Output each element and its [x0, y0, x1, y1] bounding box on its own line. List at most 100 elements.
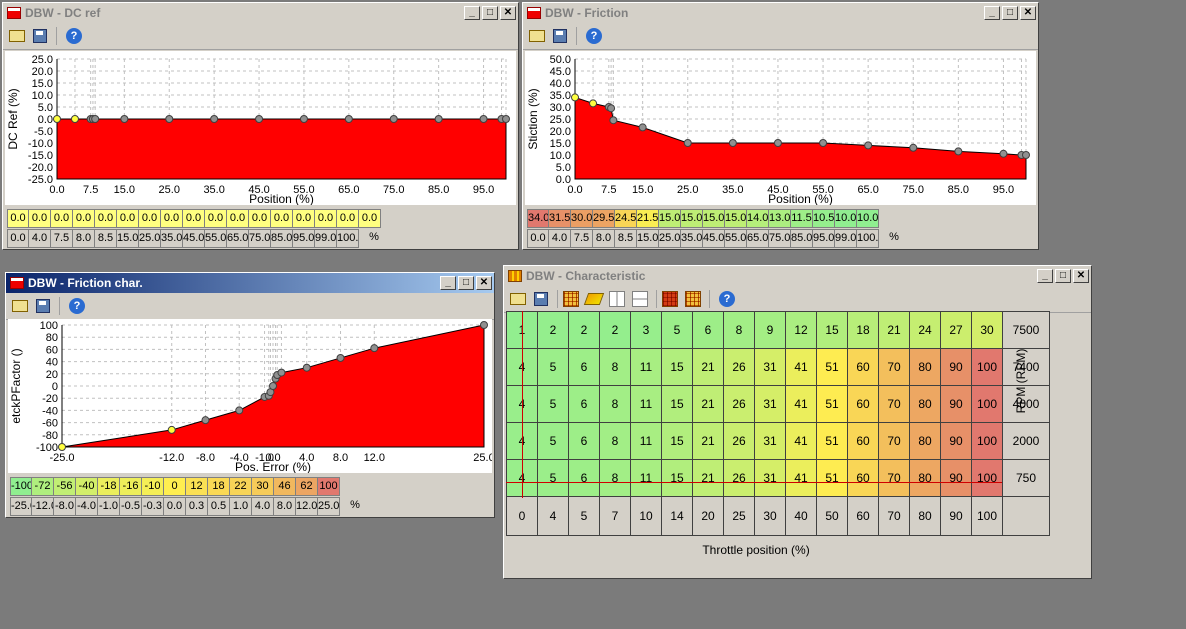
table-cell[interactable]: 80	[909, 459, 941, 497]
table-cell[interactable]: 5	[537, 385, 569, 423]
axis-cell[interactable]: 55.0	[725, 229, 747, 248]
window-friction[interactable]: DBW - Friction _ □ ✕ ? 50.0 45.0 40.0 35.0 3…	[522, 2, 1039, 250]
minimize-button[interactable]: _	[984, 6, 1000, 20]
minimize-button[interactable]: _	[440, 276, 456, 290]
table-cell[interactable]: 90	[940, 459, 972, 497]
help-icon[interactable]: ?	[586, 28, 602, 44]
table-cell[interactable]: 51	[816, 348, 848, 386]
axis-cell[interactable]: 15.0	[637, 229, 659, 248]
value-cell[interactable]: 0.0	[29, 209, 51, 228]
axis-cell[interactable]: -25.0	[10, 497, 32, 516]
table-cell[interactable]: 60	[847, 348, 879, 386]
folder-open-icon[interactable]	[527, 26, 547, 46]
close-button[interactable]: ✕	[1073, 269, 1089, 283]
save-icon[interactable]	[33, 296, 53, 316]
table-cell[interactable]: 11	[630, 385, 662, 423]
axis-cell[interactable]: 55.0	[205, 229, 227, 248]
characteristic-table[interactable]: 1222356891215182124273075004568111521263…	[506, 311, 1071, 536]
rpm-axis-cell[interactable]: 7500	[1002, 311, 1050, 349]
value-cell[interactable]: -100	[10, 477, 32, 496]
value-cell[interactable]: 34.0	[527, 209, 549, 228]
axis-cell[interactable]: 35.0	[161, 229, 183, 248]
table-cell[interactable]: 41	[785, 385, 817, 423]
value-cell[interactable]: 15.0	[659, 209, 681, 228]
rpm-axis-cell[interactable]: 7400	[1002, 348, 1050, 386]
throttle-axis-cell[interactable]: 40	[785, 496, 817, 536]
grid-colored-icon[interactable]	[660, 289, 680, 309]
table-cell[interactable]: 15	[661, 422, 693, 460]
table-cell[interactable]: 6	[568, 422, 600, 460]
rpm-axis-cell[interactable]: 2000	[1002, 422, 1050, 460]
value-cell[interactable]: 10.5	[813, 209, 835, 228]
table-cell[interactable]: 8	[599, 348, 631, 386]
axis-cell[interactable]: -12.0	[32, 497, 54, 516]
value-cell[interactable]: 30.0	[571, 209, 593, 228]
folder-open-icon[interactable]	[10, 296, 30, 316]
table-cell[interactable]: 90	[940, 385, 972, 423]
value-cell[interactable]: 0.0	[271, 209, 293, 228]
axis-cell[interactable]: 7.5	[51, 229, 73, 248]
table-cell[interactable]: 6	[568, 348, 600, 386]
axis-cell[interactable]: 15.0	[117, 229, 139, 248]
minimize-button[interactable]: _	[1037, 269, 1053, 283]
axis-cell[interactable]: 25.0	[318, 497, 340, 516]
title-bar[interactable]: DBW - DC ref _ □ ✕	[3, 3, 518, 23]
table-cell[interactable]: 60	[847, 385, 879, 423]
axis-cell[interactable]: 0.0	[527, 229, 549, 248]
throttle-axis-cell[interactable]: 25	[723, 496, 755, 536]
table-cell[interactable]: 21	[878, 311, 910, 349]
value-cell[interactable]: 12	[186, 477, 208, 496]
axis-cell[interactable]: 1.0	[230, 497, 252, 516]
value-cell[interactable]: 10.0	[835, 209, 857, 228]
value-cell[interactable]: -56	[54, 477, 76, 496]
table-cell[interactable]: 3	[630, 311, 662, 349]
table-cell[interactable]: 30	[971, 311, 1003, 349]
axis-cell[interactable]: 8.5	[615, 229, 637, 248]
table-cell[interactable]: 31	[754, 348, 786, 386]
value-cell[interactable]: 0.0	[73, 209, 95, 228]
value-cell[interactable]: 0.0	[205, 209, 227, 228]
table-cell[interactable]: 26	[723, 459, 755, 497]
axis-cell[interactable]: 65.0	[227, 229, 249, 248]
grid-alt-icon[interactable]	[683, 289, 703, 309]
axis-cell[interactable]: 4.0	[549, 229, 571, 248]
table-cell[interactable]: 70	[878, 348, 910, 386]
split-vertical-icon[interactable]	[607, 289, 627, 309]
throttle-axis-cell[interactable]: 10	[630, 496, 662, 536]
table-cell[interactable]: 100	[971, 385, 1003, 423]
table-cell[interactable]: 41	[785, 459, 817, 497]
table-cell[interactable]: 51	[816, 385, 848, 423]
save-icon[interactable]	[550, 26, 570, 46]
table-cell[interactable]: 70	[878, 422, 910, 460]
table-cell[interactable]: 26	[723, 385, 755, 423]
table-cell[interactable]: 100	[971, 459, 1003, 497]
axis-cell[interactable]: 7.5	[571, 229, 593, 248]
value-cell[interactable]: 0.0	[95, 209, 117, 228]
axis-cell[interactable]: 4.0	[29, 229, 51, 248]
axis-cell[interactable]: 45.0	[703, 229, 725, 248]
maximize-button[interactable]: □	[482, 6, 498, 20]
dc-ref-chart[interactable]: 25.020.015.010.05.00.0-5.0-10.0-15.0-20.…	[5, 51, 516, 205]
table-cell[interactable]: 60	[847, 459, 879, 497]
folder-open-icon[interactable]	[508, 289, 528, 309]
table-cell[interactable]: 11	[630, 459, 662, 497]
axis-cell[interactable]: 25.0	[659, 229, 681, 248]
table-cell[interactable]: 41	[785, 348, 817, 386]
help-icon[interactable]: ?	[719, 291, 735, 307]
value-cell[interactable]: 62	[296, 477, 318, 496]
maximize-button[interactable]: □	[1002, 6, 1018, 20]
table-cell[interactable]: 100	[971, 348, 1003, 386]
table-cell[interactable]: 100	[971, 422, 1003, 460]
3d-surface-icon[interactable]	[583, 289, 605, 309]
value-cell[interactable]: 0.0	[293, 209, 315, 228]
value-cell[interactable]: 29.5	[593, 209, 615, 228]
axis-cell[interactable]: -4.0	[76, 497, 98, 516]
title-bar[interactable]: DBW - Friction _ □ ✕	[523, 3, 1038, 23]
close-button[interactable]: ✕	[1020, 6, 1036, 20]
value-cell[interactable]: 0	[164, 477, 186, 496]
table-cell[interactable]: 60	[847, 422, 879, 460]
value-cell[interactable]: -10	[142, 477, 164, 496]
throttle-axis-cell[interactable]: 100	[971, 496, 1003, 536]
value-cell[interactable]: 0.0	[227, 209, 249, 228]
